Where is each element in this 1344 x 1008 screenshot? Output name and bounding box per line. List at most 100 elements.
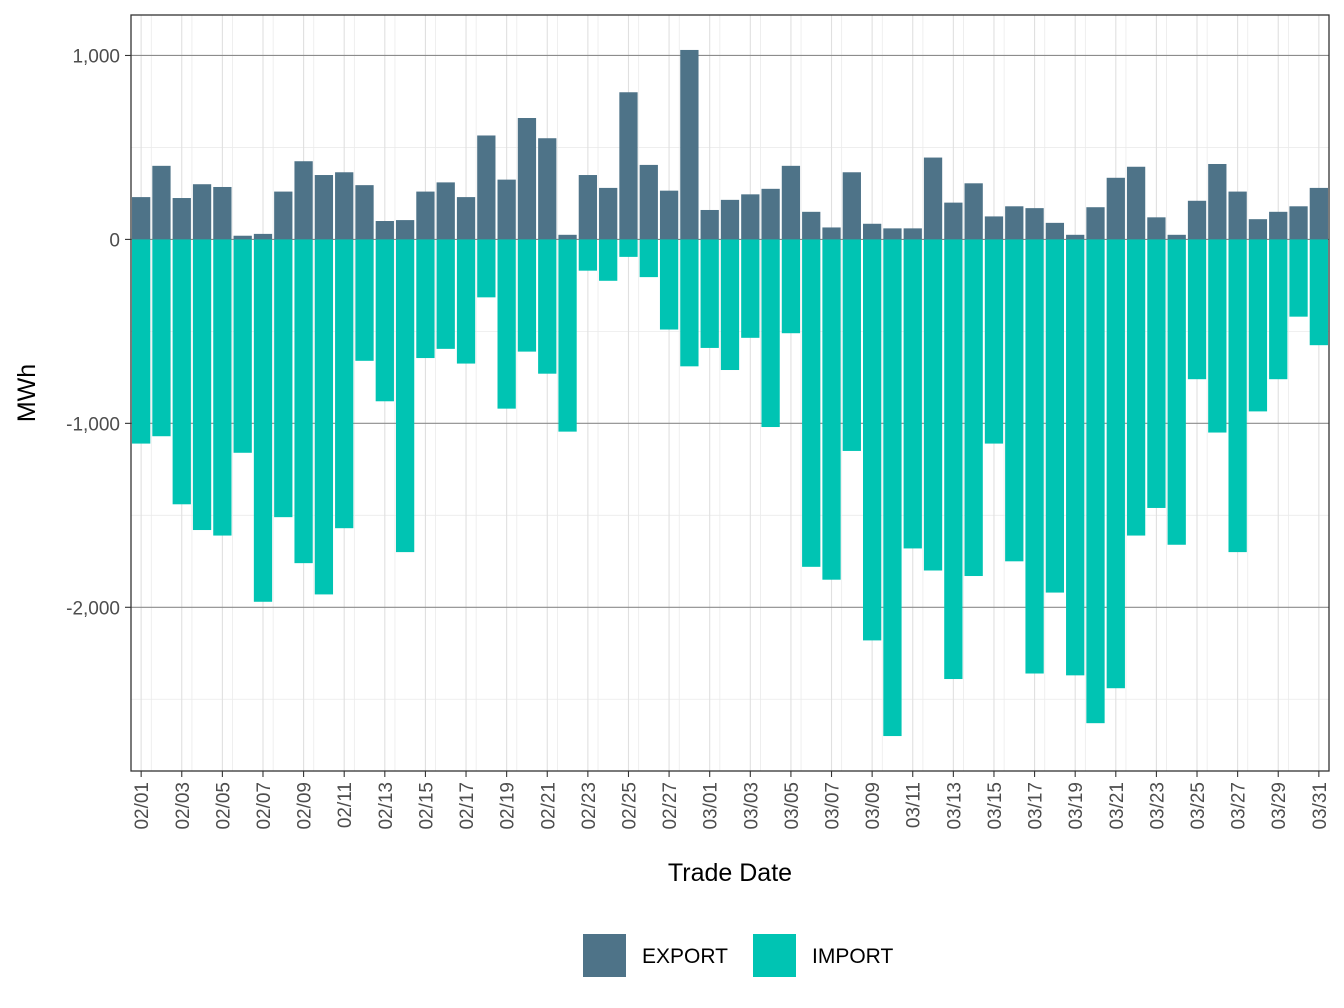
- bar-export-02-02: [152, 165, 171, 240]
- bar-export-02-26: [639, 164, 658, 240]
- x-tick-label: 03/11: [904, 782, 925, 828]
- bar-export-03-08: [842, 172, 861, 240]
- bar-export-02-13: [375, 221, 394, 240]
- bar-import-03-21: [1106, 239, 1125, 689]
- bar-export-03-15: [984, 216, 1004, 240]
- bar-import-02-19: [497, 239, 516, 409]
- x-tick-label: 02/01: [132, 782, 153, 830]
- bar-import-03-07: [822, 239, 841, 580]
- bar-export-02-05: [213, 186, 232, 240]
- bar-import-02-22: [558, 239, 577, 432]
- x-tick-label: 03/17: [1026, 782, 1047, 830]
- bar-export-03-09: [862, 223, 882, 240]
- bar-import-02-16: [436, 239, 455, 349]
- bar-import-03-15: [984, 239, 1004, 444]
- bar-export-03-18: [1045, 222, 1065, 240]
- x-tick-label: 03/09: [863, 782, 884, 830]
- bar-import-02-28: [680, 239, 699, 367]
- bar-export-03-11: [903, 228, 922, 240]
- x-tick-label: 03/19: [1066, 782, 1087, 830]
- x-axis-title: Trade Date: [668, 859, 792, 887]
- bar-import-02-03: [172, 239, 191, 505]
- x-tick-label: 03/31: [1310, 782, 1331, 830]
- bar-import-03-10: [883, 239, 902, 737]
- x-tick-label: 02/23: [579, 782, 600, 830]
- bar-import-03-26: [1208, 239, 1227, 433]
- bar-export-02-09: [294, 161, 313, 240]
- bar-export-03-12: [923, 157, 943, 240]
- x-tick-label: 03/29: [1269, 782, 1290, 830]
- bar-export-02-19: [497, 179, 516, 240]
- y-tick-label: 1,000: [72, 46, 120, 67]
- bars-layer: [132, 49, 1328, 737]
- bar-import-02-07: [253, 239, 273, 602]
- bar-export-03-28: [1248, 219, 1268, 240]
- y-tick-label: 0: [109, 230, 120, 251]
- legend-key-import: [753, 934, 796, 977]
- x-tick-label: 03/21: [1107, 782, 1128, 830]
- y-axis-title: MWh: [13, 364, 41, 422]
- bar-import-03-27: [1228, 239, 1247, 553]
- x-tick-label: 02/09: [295, 782, 316, 830]
- grid-layer: [131, 15, 1329, 771]
- bar-export-02-25: [619, 92, 638, 240]
- bar-import-03-31: [1309, 239, 1328, 346]
- x-tick-label: 03/23: [1147, 782, 1168, 830]
- y-tick-label: -1,000: [66, 414, 120, 435]
- bar-export-02-07: [253, 233, 273, 240]
- bar-export-03-05: [781, 165, 801, 240]
- bar-import-03-20: [1086, 239, 1105, 724]
- bar-import-02-02: [152, 239, 171, 437]
- bar-export-02-22: [558, 234, 577, 240]
- x-tick-label: 03/03: [741, 782, 762, 830]
- bar-export-02-23: [578, 175, 598, 240]
- bar-export-03-19: [1066, 234, 1085, 240]
- axes-layer: 1,000 0 -1,000 -2,000 02/01 02/03 02/05 02/07 02…: [66, 46, 1331, 829]
- bar-export-03-17: [1025, 208, 1044, 240]
- bar-import-02-14: [395, 239, 415, 553]
- bar-import-03-30: [1289, 239, 1308, 317]
- bar-import-03-04: [761, 239, 780, 428]
- x-tick-label: 03/01: [701, 782, 722, 830]
- bar-import-02-21: [538, 239, 557, 374]
- legend: EXPORT IMPORT: [583, 934, 893, 977]
- bar-export-03-13: [944, 202, 963, 240]
- bar-export-02-21: [538, 138, 557, 240]
- bar-export-03-01: [700, 209, 719, 240]
- bar-export-02-03: [172, 198, 191, 240]
- x-tick-label: 02/11: [335, 782, 356, 828]
- bar-import-03-03: [741, 239, 760, 338]
- bar-export-03-14: [964, 183, 983, 240]
- bar-export-02-14: [395, 220, 415, 240]
- x-tick-label: 02/21: [538, 782, 559, 830]
- bar-export-02-15: [416, 191, 435, 240]
- bar-export-03-16: [1005, 206, 1024, 240]
- x-tick-label: 02/19: [498, 782, 519, 830]
- bar-import-03-25: [1187, 239, 1207, 380]
- bar-export-02-08: [274, 191, 293, 240]
- bar-export-03-24: [1167, 234, 1186, 240]
- x-tick-label: 03/27: [1229, 782, 1250, 830]
- bar-export-03-26: [1208, 163, 1227, 240]
- bar-import-03-19: [1066, 239, 1085, 676]
- bar-import-02-13: [375, 239, 394, 402]
- bar-import-02-23: [578, 239, 598, 271]
- bar-export-02-28: [680, 49, 699, 240]
- bar-export-02-06: [233, 235, 252, 240]
- bar-import-02-12: [355, 239, 374, 361]
- bar-import-02-06: [233, 239, 252, 453]
- bar-import-02-09: [294, 239, 313, 564]
- x-tick-label: 03/13: [944, 782, 965, 830]
- bar-import-03-06: [802, 239, 821, 567]
- bar-export-02-17: [456, 197, 476, 240]
- bar-import-02-01: [132, 239, 151, 444]
- bar-import-03-08: [842, 239, 861, 451]
- bar-export-03-22: [1126, 166, 1146, 240]
- bar-export-03-29: [1269, 211, 1288, 240]
- bar-import-02-10: [314, 239, 334, 595]
- legend-label-export: EXPORT: [642, 945, 728, 968]
- bar-export-03-23: [1147, 217, 1166, 240]
- bar-export-03-02: [720, 199, 740, 240]
- bar-export-03-21: [1106, 177, 1125, 240]
